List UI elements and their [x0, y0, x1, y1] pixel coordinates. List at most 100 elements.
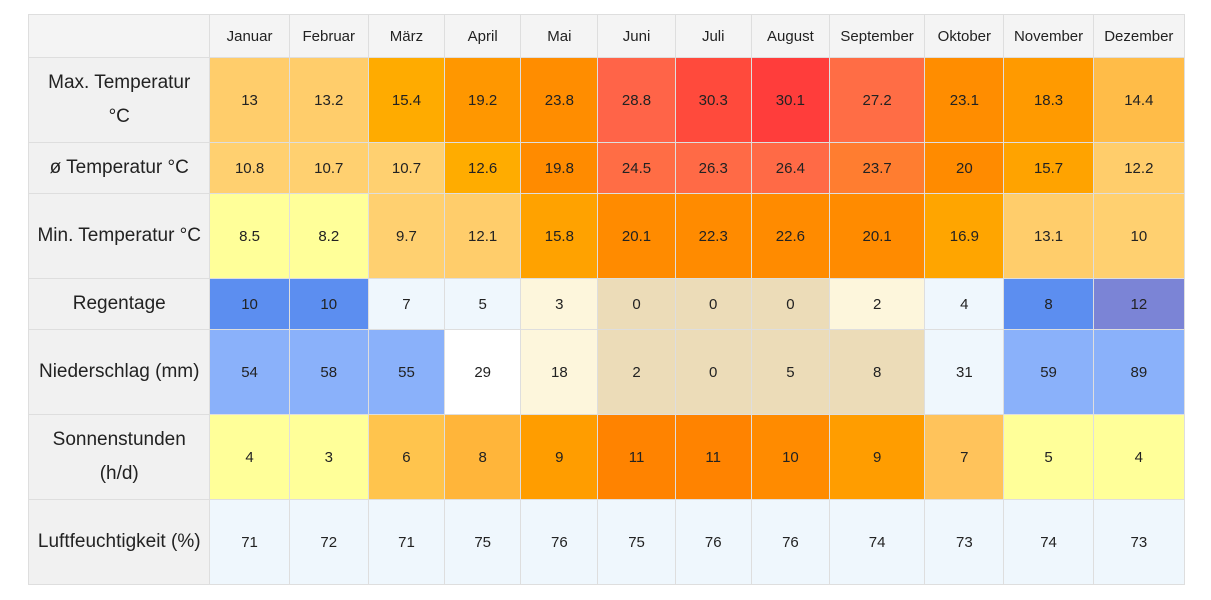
- value-cell: 12.1: [444, 193, 522, 279]
- table-row: Min. Temperatur °C 8.5 8.2 9.7 12.1 15.8 20.1 2…: [27, 193, 1186, 279]
- value-cell: 10.7: [288, 142, 369, 194]
- value-cell: 23.8: [520, 57, 599, 143]
- value-cell: 20: [924, 142, 1005, 194]
- month-header: Oktober: [924, 14, 1005, 58]
- value-cell: 2: [597, 329, 676, 415]
- value-cell: 15.7: [1003, 142, 1094, 194]
- value-cell: 0: [597, 278, 676, 330]
- value-cell: 6: [367, 414, 446, 500]
- value-cell: 30.3: [674, 57, 752, 143]
- row-label: Niederschlag (mm): [27, 329, 211, 415]
- value-cell: 19.2: [444, 57, 522, 143]
- value-cell: 28.8: [597, 57, 676, 143]
- value-cell: 9.7: [367, 193, 446, 279]
- table-row: Sonnenstunden (h/d) 4 3 6 8 9 11 11 10 9 7 5 4: [27, 414, 1186, 500]
- value-cell: 59: [1003, 329, 1094, 415]
- value-cell: 75: [444, 499, 522, 585]
- value-cell: 23.7: [828, 142, 926, 194]
- value-cell: 2: [828, 278, 926, 330]
- value-cell: 10: [288, 278, 369, 330]
- value-cell: 15.4: [367, 57, 446, 143]
- table-body: Max. Temperatur °C 13 13.2 15.4 19.2 23.8 28.8…: [27, 57, 1186, 585]
- value-cell: 7: [367, 278, 446, 330]
- table-row: Max. Temperatur °C 13 13.2 15.4 19.2 23.8 28.8…: [27, 57, 1186, 143]
- value-cell: 74: [828, 499, 926, 585]
- value-cell: 18.3: [1003, 57, 1094, 143]
- table-row: Regentage 10 10 7 5 3 0 0 0 2 4 8 12: [27, 278, 1186, 330]
- month-header: März: [367, 14, 446, 58]
- value-cell: 15.8: [520, 193, 599, 279]
- value-cell: 58: [288, 329, 369, 415]
- value-cell: 75: [597, 499, 676, 585]
- value-cell: 73: [924, 499, 1005, 585]
- value-cell: 0: [674, 329, 752, 415]
- value-cell: 5: [750, 329, 831, 415]
- value-cell: 10: [209, 278, 290, 330]
- value-cell: 11: [597, 414, 676, 500]
- row-label: Min. Temperatur °C: [27, 193, 211, 279]
- value-cell: 74: [1003, 499, 1094, 585]
- value-cell: 18: [520, 329, 599, 415]
- value-cell: 16.9: [924, 193, 1005, 279]
- value-cell: 20.1: [597, 193, 676, 279]
- value-cell: 0: [674, 278, 752, 330]
- value-cell: 10.8: [209, 142, 290, 194]
- value-cell: 4: [924, 278, 1005, 330]
- month-header-row: Januar Februar März April Mai Juni Juli August S…: [27, 14, 1186, 58]
- value-cell: 10: [750, 414, 831, 500]
- value-cell: 23.1: [924, 57, 1005, 143]
- value-cell: 76: [750, 499, 831, 585]
- value-cell: 8.2: [288, 193, 369, 279]
- month-header: September: [828, 14, 926, 58]
- value-cell: 7: [924, 414, 1005, 500]
- value-cell: 76: [520, 499, 599, 585]
- value-cell: 54: [209, 329, 290, 415]
- value-cell: 12: [1092, 278, 1186, 330]
- month-header: Dezember: [1092, 14, 1186, 58]
- row-label: Luftfeuchtigkeit (%): [27, 499, 211, 585]
- month-header: Mai: [520, 14, 599, 58]
- month-header: Februar: [288, 14, 369, 58]
- value-cell: 24.5: [597, 142, 676, 194]
- row-label: Sonnenstunden (h/d): [27, 414, 211, 500]
- value-cell: 3: [520, 278, 599, 330]
- row-label: Max. Temperatur °C: [27, 57, 211, 143]
- value-cell: 12.6: [444, 142, 522, 194]
- table-row: Niederschlag (mm) 54 58 55 29 18 2 0 5 8 31 59 89: [27, 329, 1186, 415]
- value-cell: 13.1: [1003, 193, 1094, 279]
- value-cell: 89: [1092, 329, 1186, 415]
- value-cell: 10: [1092, 193, 1186, 279]
- value-cell: 76: [674, 499, 752, 585]
- value-cell: 72: [288, 499, 369, 585]
- table-row: ø Temperatur °C 10.8 10.7 10.7 12.6 19.8 24.5 2…: [27, 142, 1186, 194]
- value-cell: 71: [209, 499, 290, 585]
- value-cell: 26.3: [674, 142, 752, 194]
- value-cell: 71: [367, 499, 446, 585]
- header-corner-cell: [27, 14, 211, 58]
- value-cell: 20.1: [828, 193, 926, 279]
- month-header: April: [444, 14, 522, 58]
- value-cell: 31: [924, 329, 1005, 415]
- month-header: August: [750, 14, 831, 58]
- value-cell: 0: [750, 278, 831, 330]
- value-cell: 19.8: [520, 142, 599, 194]
- value-cell: 27.2: [828, 57, 926, 143]
- month-header: November: [1003, 14, 1094, 58]
- value-cell: 14.4: [1092, 57, 1186, 143]
- value-cell: 29: [444, 329, 522, 415]
- value-cell: 4: [1092, 414, 1186, 500]
- value-cell: 8: [1003, 278, 1094, 330]
- value-cell: 30.1: [750, 57, 831, 143]
- value-cell: 8.5: [209, 193, 290, 279]
- value-cell: 5: [444, 278, 522, 330]
- value-cell: 22.6: [750, 193, 831, 279]
- value-cell: 13: [209, 57, 290, 143]
- value-cell: 9: [520, 414, 599, 500]
- month-header: Januar: [209, 14, 290, 58]
- value-cell: 8: [828, 329, 926, 415]
- value-cell: 26.4: [750, 142, 831, 194]
- value-cell: 22.3: [674, 193, 752, 279]
- value-cell: 3: [288, 414, 369, 500]
- month-header: Juli: [674, 14, 752, 58]
- value-cell: 11: [674, 414, 752, 500]
